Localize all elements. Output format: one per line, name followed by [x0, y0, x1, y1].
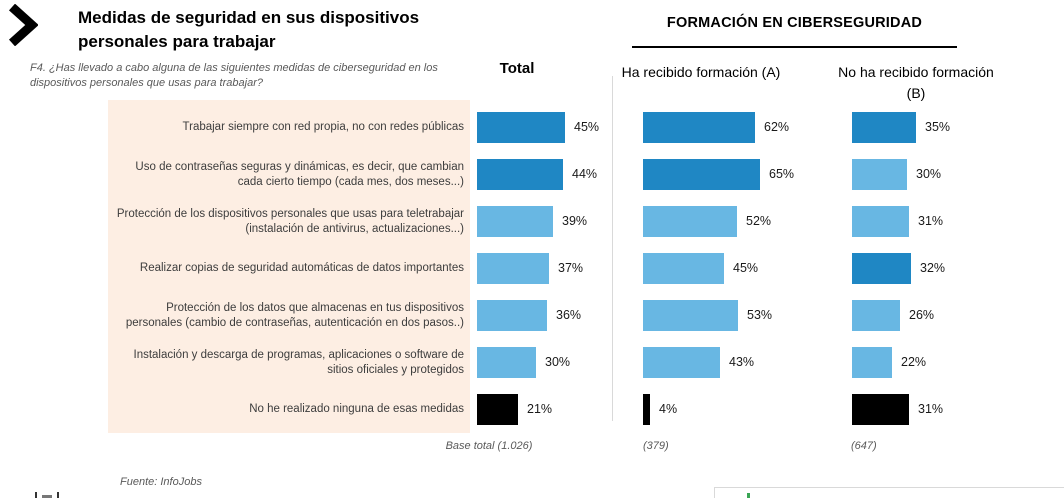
source-credit: Fuente: InfoJobs — [120, 476, 202, 488]
bar-trained — [643, 253, 724, 284]
bar-untrained — [852, 159, 907, 190]
bar-trained — [643, 206, 737, 237]
base-label-untrained: (647) — [851, 440, 877, 452]
category-label: Uso de contraseñas seguras y dinámicas, … — [135, 160, 464, 188]
next-slide-cutoff-box — [714, 487, 1064, 498]
bar-value-trained: 4% — [659, 402, 678, 416]
bar-value-total: 45% — [574, 120, 600, 134]
bar-value-total: 36% — [556, 308, 582, 322]
category-label-panel — [108, 100, 470, 433]
category-label: Protección de los dispositivos personale… — [116, 207, 464, 235]
bar-value-total: 39% — [562, 214, 588, 228]
bar-value-trained: 52% — [746, 214, 772, 228]
bar-value-untrained: 35% — [925, 120, 951, 134]
next-slide-green-mark — [747, 493, 750, 498]
base-label-total: Base total (1.026) — [445, 440, 533, 452]
column-header-total: Total — [499, 60, 535, 77]
category-label: Realizar copias de seguridad automáticas… — [139, 262, 464, 275]
base-label-trained: (379) — [643, 440, 669, 452]
column-header-trained: Ha recibido formación (A) — [621, 64, 781, 80]
bar-value-total: 21% — [527, 402, 553, 416]
bar-untrained — [852, 253, 911, 284]
cutoff-glyph — [42, 495, 52, 498]
bar-trained — [643, 300, 738, 331]
bar-untrained — [852, 206, 909, 237]
column-header-untrained: No ha recibido formación (B) — [838, 64, 994, 101]
bar-total — [477, 206, 553, 237]
section-underline — [632, 46, 957, 48]
bar-total — [477, 253, 549, 284]
bar-trained — [643, 112, 755, 143]
bar-value-trained: 65% — [769, 167, 795, 181]
bar-total — [477, 112, 565, 143]
bar-value-total: 37% — [558, 261, 584, 275]
category-label: Trabajar siempre con red propia, no con … — [182, 121, 464, 134]
bar-total — [477, 394, 518, 425]
page-title: Medidas de seguridad en sus dispositivos… — [78, 8, 420, 51]
bar-value-untrained: 31% — [918, 402, 944, 416]
bar-untrained — [852, 300, 900, 331]
category-label: No he realizado ninguna de esas medidas — [249, 403, 464, 416]
bar-value-untrained: 22% — [901, 355, 927, 369]
bar-trained — [643, 394, 650, 425]
bar-value-total: 30% — [545, 355, 571, 369]
bar-untrained — [852, 112, 916, 143]
bar-value-untrained: 32% — [920, 261, 946, 275]
bar-value-trained: 62% — [764, 120, 790, 134]
bar-value-trained: 43% — [729, 355, 755, 369]
bar-trained — [643, 347, 720, 378]
survey-question: F4. ¿Has llevado a cabo alguna de las si… — [30, 62, 438, 89]
bar-value-trained: 53% — [747, 308, 773, 322]
category-label: Instalación y descarga de programas, apl… — [133, 348, 465, 376]
bar-trained — [643, 159, 760, 190]
section-header: FORMACIÓN EN CIBERSEGURIDAD — [666, 15, 923, 31]
bar-value-total: 44% — [572, 167, 598, 181]
bar-untrained — [852, 394, 909, 425]
bar-value-untrained: 31% — [918, 214, 944, 228]
cutoff-glyph — [57, 492, 59, 498]
bar-value-untrained: 26% — [909, 308, 935, 322]
bar-total — [477, 159, 563, 190]
category-label: Protección de los datos que almacenas en… — [125, 301, 464, 329]
chevron-right-icon — [8, 3, 39, 47]
cutoff-glyph — [35, 492, 37, 498]
bar-total — [477, 347, 536, 378]
bar-value-untrained: 30% — [916, 167, 942, 181]
bar-total — [477, 300, 547, 331]
bar-value-trained: 45% — [733, 261, 759, 275]
bar-untrained — [852, 347, 892, 378]
column-divider — [612, 76, 613, 421]
